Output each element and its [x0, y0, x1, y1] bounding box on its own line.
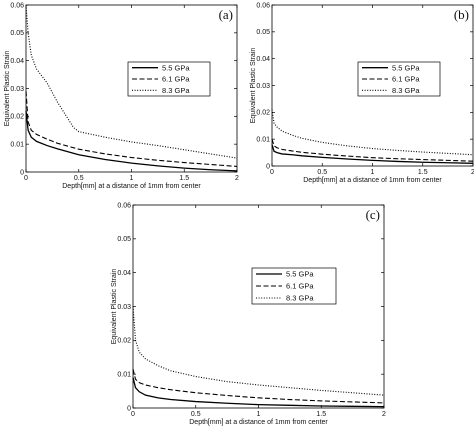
y-tick-label: 0.06 — [256, 2, 270, 9]
y-tick-label: 0.01 — [256, 137, 270, 144]
x-tick-label: 2 — [382, 411, 386, 418]
legend-entry: 8.3 GPa — [286, 294, 314, 303]
panel-label: (b) — [454, 7, 469, 22]
x-tick-label: 0.5 — [191, 411, 201, 418]
panel-label: (c) — [366, 207, 380, 222]
y-axis-label: Equivalent Plastic Strain — [250, 48, 257, 124]
chart-panel-1: 0 0.5 1 1.5 2 0 0.01 0.02 0.03 0.04 0.05 0.06 Depth[… — [4, 2, 239, 190]
x-tick-label: 1.5 — [418, 169, 428, 176]
x-tick-label: 0.5 — [74, 175, 84, 182]
y-tick-label: 0 — [266, 163, 270, 170]
y-tick-label: 0.05 — [117, 236, 131, 243]
series-line-8-3-gpa — [271, 109, 474, 156]
y-axis-label: Equivalent Plastic Strain — [111, 269, 118, 345]
series-line-5-5-gpa — [271, 144, 474, 164]
x-axis-label: Depth[mm] at a distance of 1mm from cent… — [62, 183, 201, 190]
y-tick-label: 0.05 — [10, 30, 24, 37]
legend-entry: 8.3 GPa — [392, 86, 420, 95]
series-line-8-3-gpa — [132, 306, 385, 396]
y-tick-label: 0.02 — [256, 110, 270, 117]
plot-frame — [132, 204, 385, 409]
y-tick-label: 0 — [20, 169, 24, 176]
y-tick-label: 0.03 — [117, 304, 131, 311]
panel-label: (a) — [219, 7, 233, 22]
series-line-5-5-gpa — [25, 110, 238, 172]
y-tick-label: 0.05 — [256, 29, 270, 36]
x-tick-label: 1 — [257, 411, 261, 418]
x-axis-label: Depth[mm] at a distance of 1mm from cent… — [189, 419, 328, 426]
legend: 5.5 GPa 6.1 GPa 8.3 GPa — [251, 267, 337, 305]
y-tick-label: 0.04 — [256, 56, 270, 63]
chart-panel-2: 0 0.5 1 1.5 2 0 0.01 0.02 0.03 0.04 0.05 0.06 Depth[… — [250, 2, 474, 184]
x-tick-label: 0 — [270, 169, 274, 176]
x-tick-label: 1.5 — [179, 175, 189, 182]
series-line-6-1-gpa — [25, 91, 238, 167]
x-tick-label: 1 — [130, 175, 134, 182]
y-tick-label: 0.06 — [10, 2, 24, 9]
series-line-6-1-gpa — [132, 368, 385, 404]
legend-entry: 8.3 GPa — [162, 86, 190, 95]
legend-entry: 6.1 GPa — [392, 75, 420, 84]
series-line-8-3-gpa — [25, 4, 238, 159]
series-line-6-1-gpa — [271, 139, 474, 162]
chart-panel-3: 0 0.5 1 1.5 2 0 0.01 0.02 0.03 0.04 0.05 0.06 Depth[… — [111, 202, 386, 426]
y-tick-label: 0.04 — [10, 58, 24, 65]
y-tick-label: 0.03 — [10, 86, 24, 93]
y-tick-label: 0.01 — [10, 142, 24, 149]
x-axis-label: Depth[mm] at a distance of 1mm from cent… — [303, 177, 442, 184]
y-tick-label: 0.02 — [117, 338, 131, 345]
x-tick-label: 0.5 — [317, 169, 327, 176]
x-tick-label: 2 — [235, 175, 239, 182]
series-line-5-5-gpa — [132, 377, 385, 408]
y-tick-label: 0.01 — [117, 372, 131, 379]
y-tick-label: 0.03 — [256, 83, 270, 90]
y-tick-label: 0.04 — [117, 270, 131, 277]
y-tick-label: 0.02 — [10, 114, 24, 121]
legend-entry: 5.5 GPa — [392, 63, 420, 72]
x-tick-label: 0 — [131, 411, 135, 418]
x-tick-label: 2 — [471, 169, 474, 176]
y-axis-label: Equivalent Plastic Strain — [4, 51, 11, 127]
x-tick-label: 0 — [24, 175, 28, 182]
x-tick-label: 1.5 — [316, 411, 326, 418]
legend-entry: 5.5 GPa — [286, 270, 314, 279]
legend: 5.5 GPa 6.1 GPa 8.3 GPa — [357, 61, 441, 97]
y-tick-label: 0 — [127, 405, 131, 412]
legend-entry: 6.1 GPa — [286, 282, 314, 291]
x-tick-label: 1 — [371, 169, 375, 176]
legend-entry: 5.5 GPa — [162, 63, 190, 72]
y-tick-label: 0.06 — [117, 202, 131, 209]
legend-entry: 6.1 GPa — [162, 75, 190, 84]
legend: 5.5 GPa 6.1 GPa 8.3 GPa — [127, 61, 211, 97]
